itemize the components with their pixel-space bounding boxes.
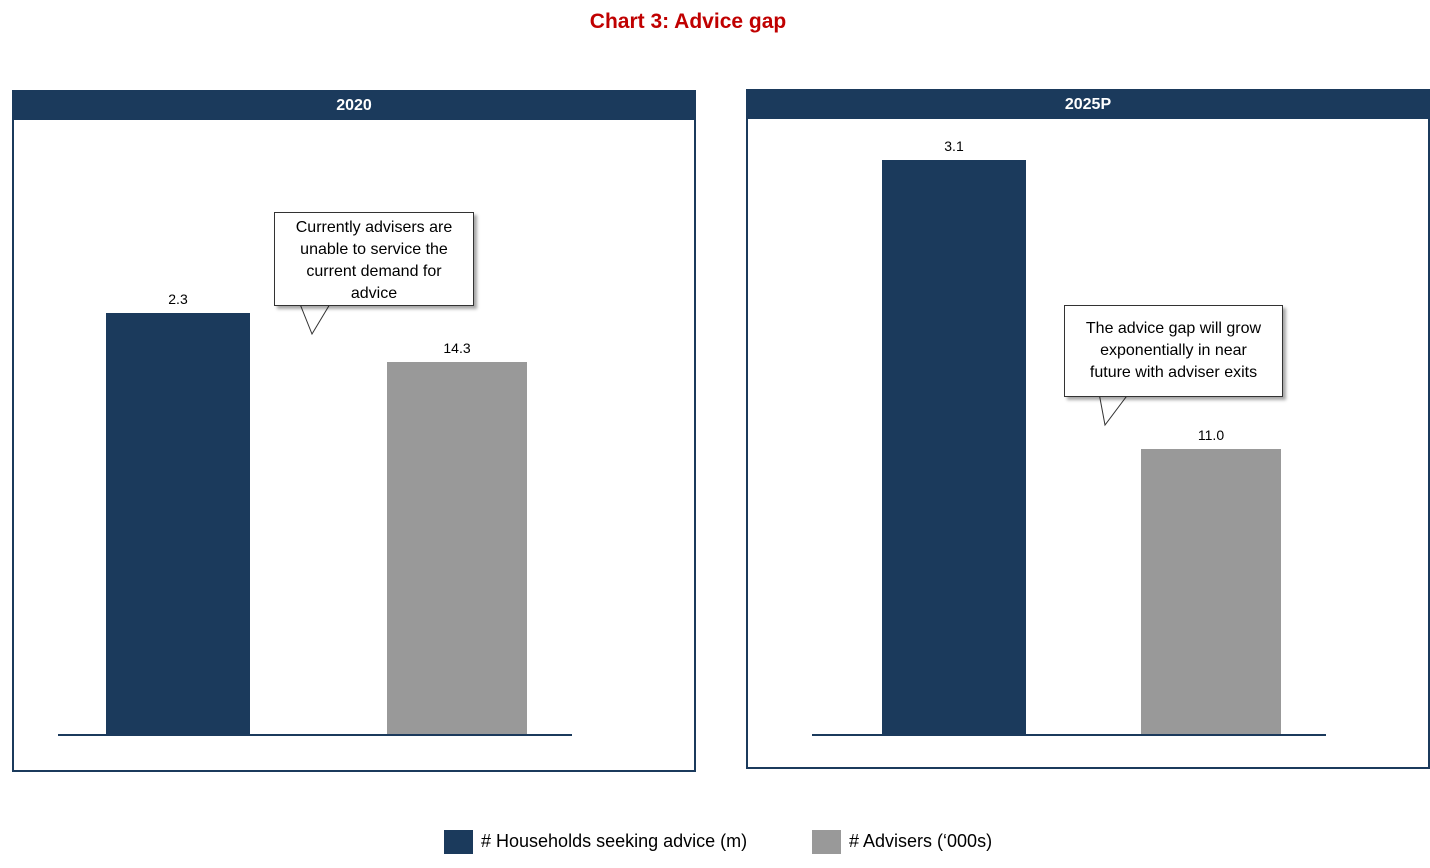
panel-header-2020: 2020 (14, 92, 694, 120)
x-axis-line (812, 734, 1326, 736)
callout-2025p: The advice gap will grow exponentially i… (1064, 305, 1283, 397)
bar-label-households-2025p: 3.1 (944, 138, 964, 154)
legend-swatch-households (444, 830, 473, 854)
bar-advisers-2020 (387, 362, 527, 734)
bar-label-advisers-2020: 14.3 (443, 340, 471, 356)
panel-body-2025p: 3.1 11.0 The advice gap will grow expone… (748, 119, 1428, 767)
panel-2025p: 2025P 3.1 11.0 The advice gap will grow … (746, 89, 1430, 769)
legend-swatch-advisers (812, 830, 841, 854)
x-axis-line (58, 734, 572, 736)
panel-2020: 2020 2.3 14.3 Currently advisers are una… (12, 90, 696, 772)
chart-title: Chart 3: Advice gap (589, 10, 787, 33)
callout-2020: Currently advisers are unable to service… (274, 212, 474, 306)
callout-tail-2025p (1098, 391, 1131, 427)
legend-label-advisers: # Advisers (‘000s) (849, 831, 993, 851)
legend-label-households: # Households seeking advice (m) (481, 831, 748, 851)
callout-tail-2020 (299, 302, 332, 336)
bar-label-households-2020: 2.3 (168, 291, 188, 307)
bar-households-2025p (882, 160, 1026, 734)
panel-body-2020: 2.3 14.3 Currently advisers are unable t… (14, 120, 694, 770)
bar-advisers-2025p (1141, 449, 1281, 734)
legend: # Households seeking advice (m) # Advise… (0, 830, 1430, 854)
bar-households-2020 (106, 313, 250, 734)
bar-label-advisers-2025p: 11.0 (1197, 427, 1225, 443)
panel-header-2025p: 2025P (748, 91, 1428, 119)
